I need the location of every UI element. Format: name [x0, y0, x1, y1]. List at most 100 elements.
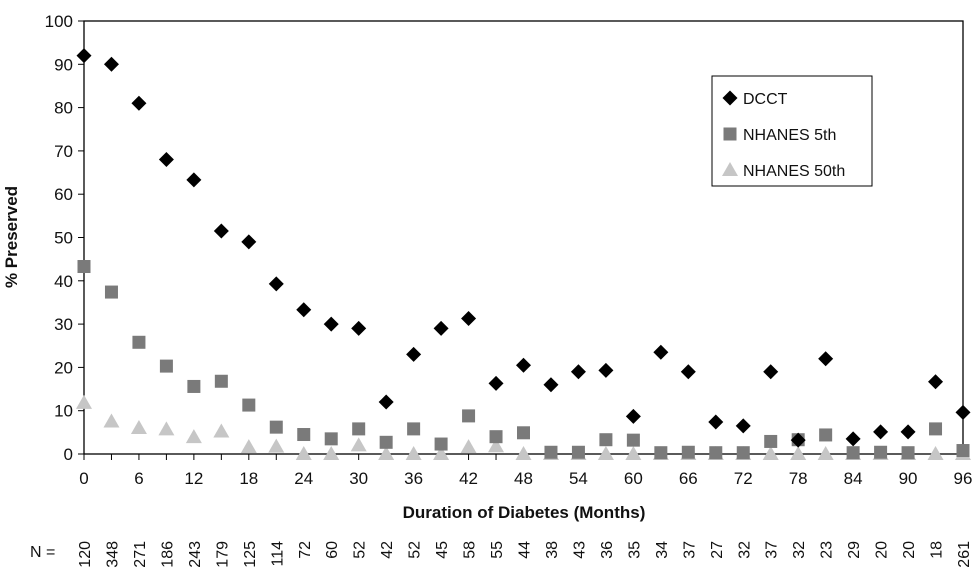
n-value: 27	[709, 541, 726, 559]
dcct-point	[433, 320, 449, 336]
dcct-point	[708, 414, 724, 430]
dcct-point	[873, 424, 889, 440]
x-tick-label: 60	[624, 469, 643, 488]
nhanes-5th-point	[462, 409, 476, 423]
n-value: 72	[297, 541, 314, 559]
n-value: 52	[407, 541, 424, 559]
nhanes-5th-point	[764, 434, 778, 448]
n-value: 348	[104, 541, 121, 568]
nhanes-50th-point	[240, 439, 257, 454]
nhanes-5th-point	[599, 433, 613, 447]
dcct-point	[378, 394, 394, 410]
n-label: N =	[30, 544, 55, 561]
n-value: 60	[324, 541, 341, 559]
dcct-point	[268, 276, 284, 292]
n-value: 52	[352, 541, 369, 559]
nhanes-5th-point	[929, 422, 943, 436]
dcct-point	[653, 344, 669, 360]
n-value: 179	[214, 541, 231, 568]
nhanes-5th-point	[434, 437, 448, 451]
x-tick-label: 6	[134, 469, 143, 488]
nhanes-5th-point	[489, 430, 503, 444]
nhanes-50th-point	[790, 446, 807, 460]
nhanes-50th-point	[625, 446, 642, 460]
nhanes-50th-point	[76, 394, 92, 409]
nhanes-5th-point	[846, 446, 860, 460]
y-tick-label: 90	[54, 55, 73, 74]
nhanes-5th-point	[242, 398, 256, 412]
legend-marker-dcct	[722, 90, 738, 106]
n-value: 44	[517, 541, 534, 559]
n-value: 186	[159, 541, 176, 568]
dcct-point	[900, 424, 916, 440]
n-value: 20	[874, 541, 891, 559]
nhanes-50th-point	[213, 423, 230, 438]
nhanes-50th-point	[323, 446, 340, 460]
dcct-point	[158, 152, 174, 168]
n-value: 55	[489, 541, 506, 559]
nhanes-50th-point	[927, 446, 944, 460]
y-tick-label: 20	[54, 358, 73, 377]
dcct-point	[323, 316, 339, 332]
dcct-point	[213, 223, 229, 239]
nhanes-5th-point	[379, 435, 393, 449]
x-tick-label: 30	[349, 469, 368, 488]
nhanes-50th-point	[158, 421, 175, 436]
x-tick-label: 42	[459, 469, 478, 488]
nhanes-50th-point	[405, 446, 422, 460]
nhanes-5th-point	[517, 426, 530, 440]
y-axis: 0 10 20 30 40 50 60 70 80 90 100	[45, 12, 84, 464]
legend-label-nhanes-5th: NHANES 5th	[743, 127, 836, 144]
n-value: 38	[544, 541, 561, 559]
nhanes-50th-point	[817, 446, 834, 460]
dcct-point	[131, 95, 147, 111]
dcct-point	[351, 320, 367, 336]
nhanes-5th-point	[736, 446, 750, 460]
legend: DCCT NHANES 5th NHANES 50th	[711, 75, 873, 187]
x-tick-label: 72	[734, 469, 753, 488]
nhanes-5th-point	[626, 433, 640, 447]
nhanes-50th-point	[762, 446, 779, 460]
legend-box	[711, 75, 873, 187]
nhanes-5th-point	[352, 422, 366, 436]
dcct-point	[186, 172, 202, 188]
y-tick-label: 30	[54, 315, 73, 334]
dcct-point	[461, 310, 477, 326]
nhanes-50th-point	[515, 446, 532, 460]
x-tick-label: 66	[679, 469, 698, 488]
y-tick-label: 10	[54, 402, 73, 421]
nhanes-5th-point	[104, 285, 118, 299]
n-value: 18	[929, 541, 946, 559]
nhanes-5th-point	[874, 445, 888, 459]
x-tick-label: 36	[404, 469, 423, 488]
dcct-point	[241, 234, 257, 250]
n-value: 58	[462, 541, 479, 559]
n-value: 43	[571, 541, 588, 559]
n-value: 29	[846, 541, 863, 559]
x-tick-label: 84	[844, 469, 863, 488]
x-tick-label: 0	[79, 469, 88, 488]
dcct-point	[845, 431, 861, 447]
nhanes-50th-point	[350, 437, 367, 452]
nhanes-50th-point	[378, 446, 395, 460]
dcct-point	[818, 351, 834, 367]
n-value: 114	[269, 541, 286, 567]
dcct-point	[570, 364, 586, 380]
dcct-point	[625, 408, 641, 424]
n-value: 120	[77, 541, 94, 568]
dcct-point	[680, 364, 696, 380]
nhanes-5th-point	[407, 422, 421, 436]
x-tick-label: 78	[789, 469, 808, 488]
y-tick-label: 60	[54, 185, 73, 204]
n-value: 261	[956, 541, 973, 568]
y-tick-label: 80	[54, 99, 73, 118]
n-value: 32	[791, 541, 808, 559]
n-value: 37	[764, 541, 781, 559]
dcct-point	[790, 432, 806, 448]
nhanes-50th-point	[295, 446, 312, 460]
dcct-point	[955, 404, 971, 420]
nhanes-5th-point	[819, 428, 833, 442]
x-tick-label: 54	[569, 469, 588, 488]
dcct-point	[735, 418, 751, 434]
legend-label-nhanes-50th: NHANES 50th	[743, 163, 845, 180]
